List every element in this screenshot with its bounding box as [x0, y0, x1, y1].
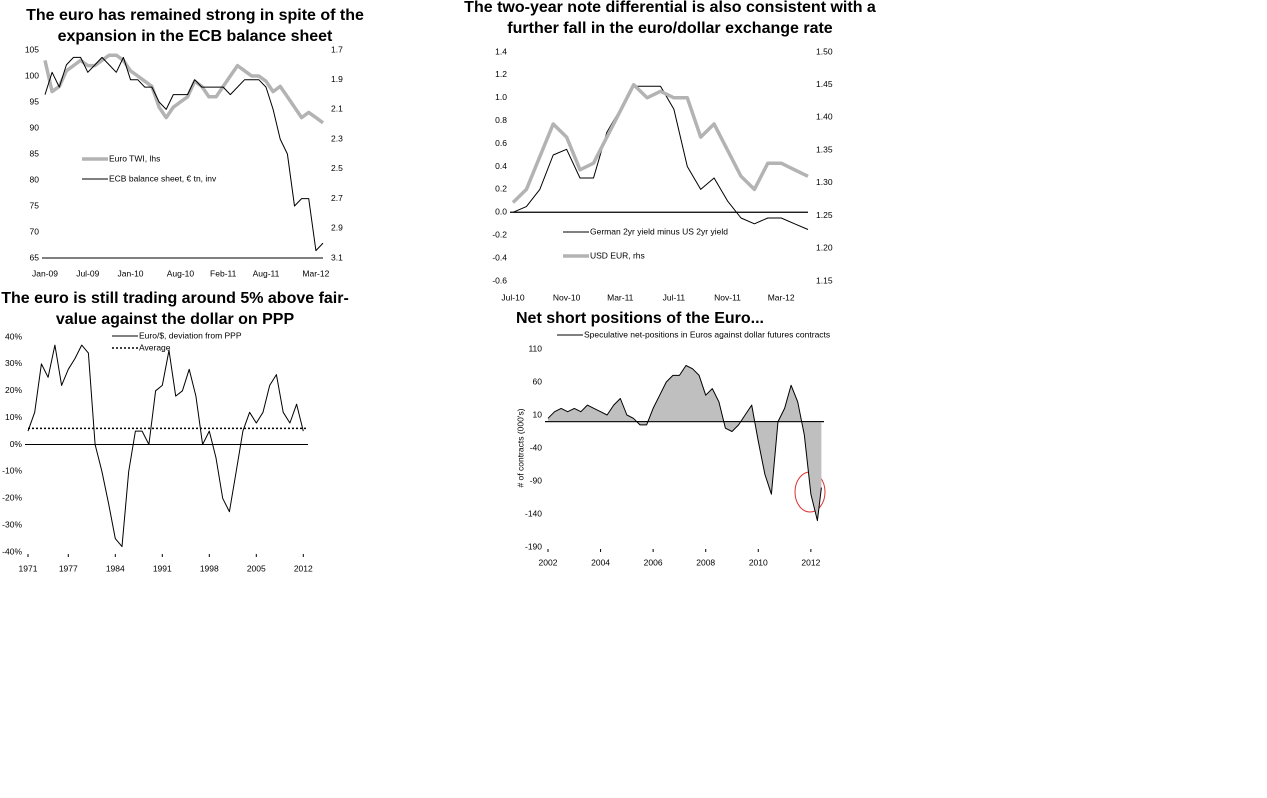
series-line [511, 82, 809, 204]
y-tick-label: 65 [30, 252, 40, 262]
x-tick-label: Mar-11 [607, 292, 634, 302]
y2-tick-label: 1.20 [816, 243, 833, 253]
x-tick-label: 2012 [294, 563, 313, 573]
y-tick-label: 1.0 [495, 92, 507, 102]
x-tick-label: 2004 [591, 557, 610, 567]
legend-label: Average [139, 342, 171, 352]
chart-title: Net short positions of the Euro... [516, 310, 764, 327]
y2-tick-label: 1.35 [816, 144, 833, 154]
y-tick-label: 85 [30, 148, 40, 158]
y-tick-label: -90 [530, 475, 543, 485]
y-tick-label: 80 [30, 174, 40, 184]
legend-label: Speculative net-positions in Euros again… [584, 329, 830, 339]
area [548, 365, 822, 521]
y2-tick-label: 3.1 [331, 252, 343, 262]
y2-tick-label: 1.9 [331, 74, 343, 84]
x-tick-label: 2002 [539, 557, 558, 567]
y-tick-label: 95 [30, 96, 40, 106]
series-line [27, 344, 304, 548]
x-tick-label: Jul-09 [76, 268, 99, 278]
series-line [43, 53, 325, 125]
y-tick-label: -190 [525, 541, 542, 551]
x-tick-label: Mar-12 [768, 292, 795, 302]
legend-label: Euro/$, deviation from PPP [139, 330, 242, 340]
y-tick-label: -40 [530, 442, 543, 452]
x-tick-label: 1984 [106, 563, 125, 573]
y-tick-label: -10% [2, 466, 22, 476]
y-tick-label: 1.4 [495, 46, 507, 56]
legend-label: German 2yr yield minus US 2yr yield [590, 226, 728, 236]
y2-tick-label: 1.15 [816, 275, 833, 285]
legend-label: Euro TWI, lhs [109, 153, 160, 163]
chart-title: The euro is still trading around 5% abov… [1, 290, 349, 328]
y2-tick-label: 2.3 [331, 133, 343, 143]
y-tick-label: 20% [5, 385, 22, 395]
x-tick-label: 2005 [247, 563, 266, 573]
x-tick-label: 2010 [749, 557, 768, 567]
y-tick-label: -0.6 [492, 275, 507, 285]
y-tick-label: 0.0 [495, 207, 507, 217]
y-tick-label: 100 [25, 70, 39, 80]
x-tick-label: 1977 [59, 563, 78, 573]
y-tick-label: 40% [5, 331, 22, 341]
x-tick-label: Jul-11 [663, 292, 686, 302]
y-tick-label: -30% [2, 519, 22, 529]
y-tick-label: 0.4 [495, 161, 507, 171]
y-tick-label: 70 [30, 226, 40, 236]
y-axis-label: # of contracts (000's) [515, 408, 525, 487]
y-tick-label: 1.2 [495, 69, 507, 79]
chart-title: The two-year note differential is also c… [464, 0, 876, 37]
y-tick-label: 0.6 [495, 138, 507, 148]
y-tick-label: 0% [10, 439, 23, 449]
y-tick-label: -0.2 [492, 229, 507, 239]
x-tick-label: 2012 [801, 557, 820, 567]
y-tick-label: 0.8 [495, 115, 507, 125]
x-tick-label: Feb-11 [210, 268, 237, 278]
x-tick-label: Nov-10 [553, 292, 581, 302]
y2-tick-label: 1.25 [816, 210, 833, 220]
series-line [44, 56, 324, 252]
y2-tick-label: 2.1 [331, 104, 343, 114]
x-tick-label: Jan-09 [32, 268, 58, 278]
y-tick-label: 105 [25, 44, 39, 54]
series-line [512, 85, 809, 230]
y-tick-label: 90 [30, 122, 40, 132]
y-tick-label: 30% [5, 358, 22, 368]
x-tick-label: Jan-10 [118, 268, 144, 278]
y2-tick-label: 1.30 [816, 177, 833, 187]
y2-tick-label: 2.9 [331, 223, 343, 233]
x-tick-label: Nov-11 [714, 292, 741, 302]
y-tick-label: 0.2 [495, 184, 507, 194]
legend-label: ECB balance sheet, € tn, inv [109, 173, 217, 183]
y2-tick-label: 2.7 [331, 193, 343, 203]
x-tick-label: Mar-12 [302, 268, 329, 278]
x-tick-label: 2008 [696, 557, 715, 567]
x-tick-label: Jul-10 [501, 292, 524, 302]
x-tick-label: 1998 [200, 563, 219, 573]
y2-tick-label: 1.7 [331, 44, 343, 54]
y2-tick-label: 1.40 [816, 112, 833, 122]
y2-tick-label: 2.5 [331, 163, 343, 173]
y-tick-label: -40% [2, 546, 22, 556]
y-tick-label: 10 [533, 409, 543, 419]
x-tick-label: 1971 [19, 563, 38, 573]
x-tick-label: Aug-11 [253, 268, 280, 278]
y-tick-label: -20% [2, 493, 22, 503]
x-tick-label: Aug-10 [167, 268, 195, 278]
legend-label: USD EUR, rhs [590, 250, 645, 260]
y-tick-label: -140 [525, 508, 542, 518]
y-tick-label: 60 [533, 376, 543, 386]
y-tick-label: -0.4 [492, 252, 507, 262]
y2-tick-label: 1.50 [816, 46, 833, 56]
chart-title: The euro has remained strong in spite of… [26, 7, 364, 45]
y-tick-label: 110 [528, 343, 542, 353]
y-tick-label: 75 [30, 200, 40, 210]
y2-tick-label: 1.45 [816, 79, 833, 89]
x-tick-label: 2006 [644, 557, 663, 567]
y-tick-label: 10% [5, 412, 22, 422]
x-tick-label: 1991 [153, 563, 172, 573]
